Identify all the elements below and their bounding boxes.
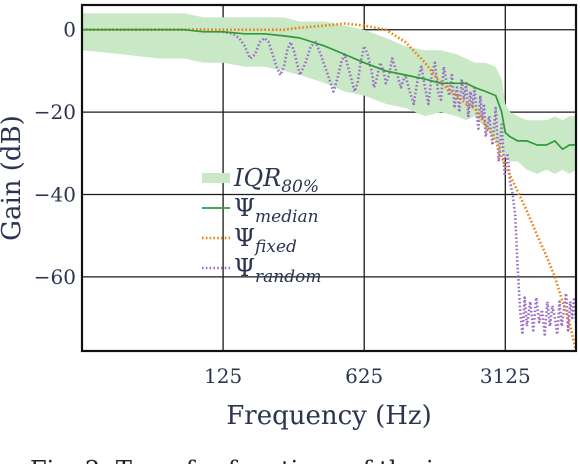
y-tick-label: 0 xyxy=(63,18,76,42)
legend-label-median: Ψmedian xyxy=(234,194,319,227)
series-line-fixed xyxy=(82,22,576,351)
iqr-band-group xyxy=(82,13,576,174)
legend-label-random: Ψrandom xyxy=(234,254,322,287)
x-axis-label: Frequency (Hz) xyxy=(226,401,432,431)
x-tick-label: 3125 xyxy=(480,364,531,388)
series-group xyxy=(82,22,576,351)
legend-label-fixed: Ψfixed xyxy=(234,224,297,257)
y-tick-labels: 0 −20 −40 −60 xyxy=(34,18,76,289)
plot-frame xyxy=(80,3,578,353)
x-tick-labels: 125 625 3125 xyxy=(204,364,531,388)
y-axis-label: Gain (dB) xyxy=(0,115,27,241)
series-line-random xyxy=(82,28,576,336)
legend-label-iqr: IQR80% xyxy=(233,164,319,197)
y-tick-label: −20 xyxy=(34,100,76,124)
x-tick-label: 125 xyxy=(204,364,242,388)
y-tick-label: −40 xyxy=(34,182,76,206)
legend-swatch-iqr xyxy=(202,173,230,183)
x-tick-label: 625 xyxy=(345,364,383,388)
series-line-median xyxy=(82,28,576,151)
figure-caption: Fig. 2: Transfer functions of the improv… xyxy=(30,456,580,464)
iqr-band xyxy=(82,13,576,174)
y-tick-label: −60 xyxy=(34,265,76,289)
